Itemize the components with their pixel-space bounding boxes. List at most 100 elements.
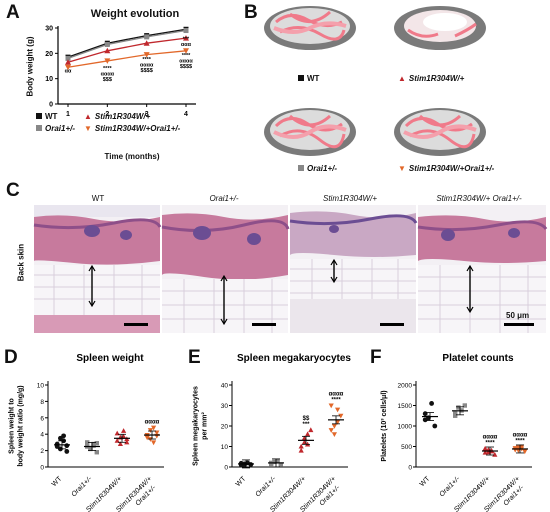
f-ylabel: Platelets (10³ cells/μl)	[381, 390, 388, 461]
a-significance-annotation: αα	[65, 68, 72, 74]
e-point	[328, 428, 334, 433]
e-point	[328, 403, 334, 409]
d-point	[64, 449, 70, 454]
a-point	[104, 58, 111, 64]
d-ytick-label: 8	[40, 399, 44, 406]
histo-col-double: Stim1R304W/+ Orai1+/-	[436, 194, 522, 203]
e-ylabel: Spleen megakaryocytes	[193, 386, 200, 466]
a-significance-annotation: ααα	[181, 42, 192, 48]
legend-orai-label: Orai1+/-	[45, 124, 76, 133]
d-point	[117, 441, 123, 447]
panel-label-f: F	[370, 347, 382, 368]
e-point	[272, 459, 277, 465]
e-ytick-label: 30	[221, 403, 229, 410]
a-series-line	[67, 37, 187, 63]
d-ylabel: body weight ratio (mg/g)	[18, 385, 25, 466]
e-point	[305, 431, 311, 437]
platelet-counts-chart: Platelet counts 0 500 1000 1500 2000 Platelets…	[381, 353, 532, 512]
e-significance: $$	[303, 416, 310, 422]
a-significance-annotation: ****	[142, 57, 151, 63]
a-significance-annotation: $$$	[103, 77, 112, 83]
panel-label-b: B	[244, 2, 258, 23]
a-series-line	[67, 28, 187, 58]
e-point	[338, 413, 344, 419]
f-category-label: WT	[419, 475, 432, 488]
legend-wt: WT	[36, 112, 57, 121]
e-point	[331, 424, 337, 429]
d-title: Spleen weight	[76, 353, 144, 364]
a-point	[65, 55, 71, 61]
histo-wt	[33, 205, 162, 333]
legend-orai-marker	[36, 125, 42, 131]
d-point	[114, 437, 120, 443]
histo-col-orai: Orai1+/-	[209, 194, 239, 203]
e-significance: ****	[331, 398, 341, 404]
d-significance: αααα	[145, 420, 160, 426]
panel-a-xlabel: Time (months)	[104, 152, 160, 161]
a-significance-annotation: αααα	[179, 59, 193, 65]
a-series-line	[67, 29, 187, 60]
panel-label-a: A	[6, 2, 20, 23]
a-significance-annotation: ****	[182, 53, 191, 59]
f-point	[522, 449, 528, 455]
d-point	[154, 430, 160, 436]
a-point	[183, 48, 189, 54]
e-ytick-label: 10	[221, 444, 229, 451]
d-point	[85, 440, 90, 445]
e-ytick-label: 20	[221, 424, 229, 431]
d-category-label: WT	[51, 475, 64, 488]
f-category-label: Orai1+/-	[438, 475, 461, 498]
e-ytick-label: 40	[221, 383, 229, 390]
a-significance-annotation: $$$$	[141, 68, 153, 74]
f-significance: ****	[485, 441, 495, 447]
e-point	[275, 458, 280, 464]
d-ytick-label: 2	[40, 448, 44, 455]
e-ytick-label: 0	[224, 465, 228, 472]
d-point	[88, 445, 93, 451]
d-point	[94, 450, 99, 455]
e-category-label: WT	[235, 475, 248, 488]
b-legend-orai-marker	[298, 165, 304, 171]
b-legend-double-label: Stim1R304W/+Orai1+/-	[408, 164, 495, 173]
scale-bar-label: 50 μm	[506, 311, 530, 320]
d-point	[91, 443, 96, 448]
a-xtick-label: 4	[184, 111, 188, 118]
a-ytick-label: 20	[45, 51, 53, 58]
f-point	[432, 423, 438, 429]
spleen-weight-chart: Spleen weight 0 2 4 6 8 10 Spleen weight to body…	[9, 353, 164, 512]
b-legend-stim: ▲ Stim1R304W/+	[398, 74, 464, 83]
e-title: Spleen megakaryocytes	[237, 353, 351, 364]
e-significance: ***	[302, 422, 310, 428]
f-point	[429, 401, 434, 406]
f-point	[422, 411, 428, 417]
a-xtick-label: 2	[105, 111, 109, 118]
b-legend-wt: WT	[298, 74, 319, 83]
d-point	[151, 440, 157, 446]
d-ytick-label: 6	[40, 415, 44, 422]
a-ytick-label: 10	[45, 76, 53, 83]
a-xtick-label: 1	[66, 111, 70, 118]
d-ytick-label: 4	[40, 432, 44, 439]
a-xtick-label: 3	[145, 111, 149, 118]
d-point	[144, 435, 150, 441]
d-ytick-label: 10	[37, 383, 45, 390]
d-ylabel: Spleen weight to	[9, 398, 16, 454]
e-significance: αααα	[329, 392, 344, 398]
f-ytick-label: 500	[401, 444, 412, 451]
legend-orai: Orai1+/-	[36, 124, 75, 133]
a-point	[65, 64, 71, 71]
legend-stim-label: Stim1R304W/+	[94, 112, 151, 121]
d-point	[61, 433, 66, 439]
f-point	[453, 413, 458, 418]
histo-col-stim: Stim1R304W/+	[322, 194, 378, 203]
f-point	[462, 403, 467, 408]
ct-wt	[264, 6, 356, 50]
a-point	[183, 28, 189, 34]
f-ytick-label: 0	[408, 465, 412, 472]
histo-col-wt: WT	[91, 194, 105, 203]
d-point	[151, 425, 157, 431]
d-point	[121, 428, 127, 433]
legend-wt-label: WT	[45, 112, 58, 121]
panel-label-c: C	[6, 180, 20, 201]
a-significance-annotation: αααα	[101, 71, 115, 77]
